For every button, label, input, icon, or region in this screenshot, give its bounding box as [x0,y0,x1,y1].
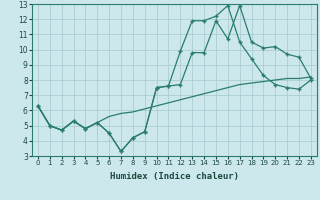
X-axis label: Humidex (Indice chaleur): Humidex (Indice chaleur) [110,172,239,181]
